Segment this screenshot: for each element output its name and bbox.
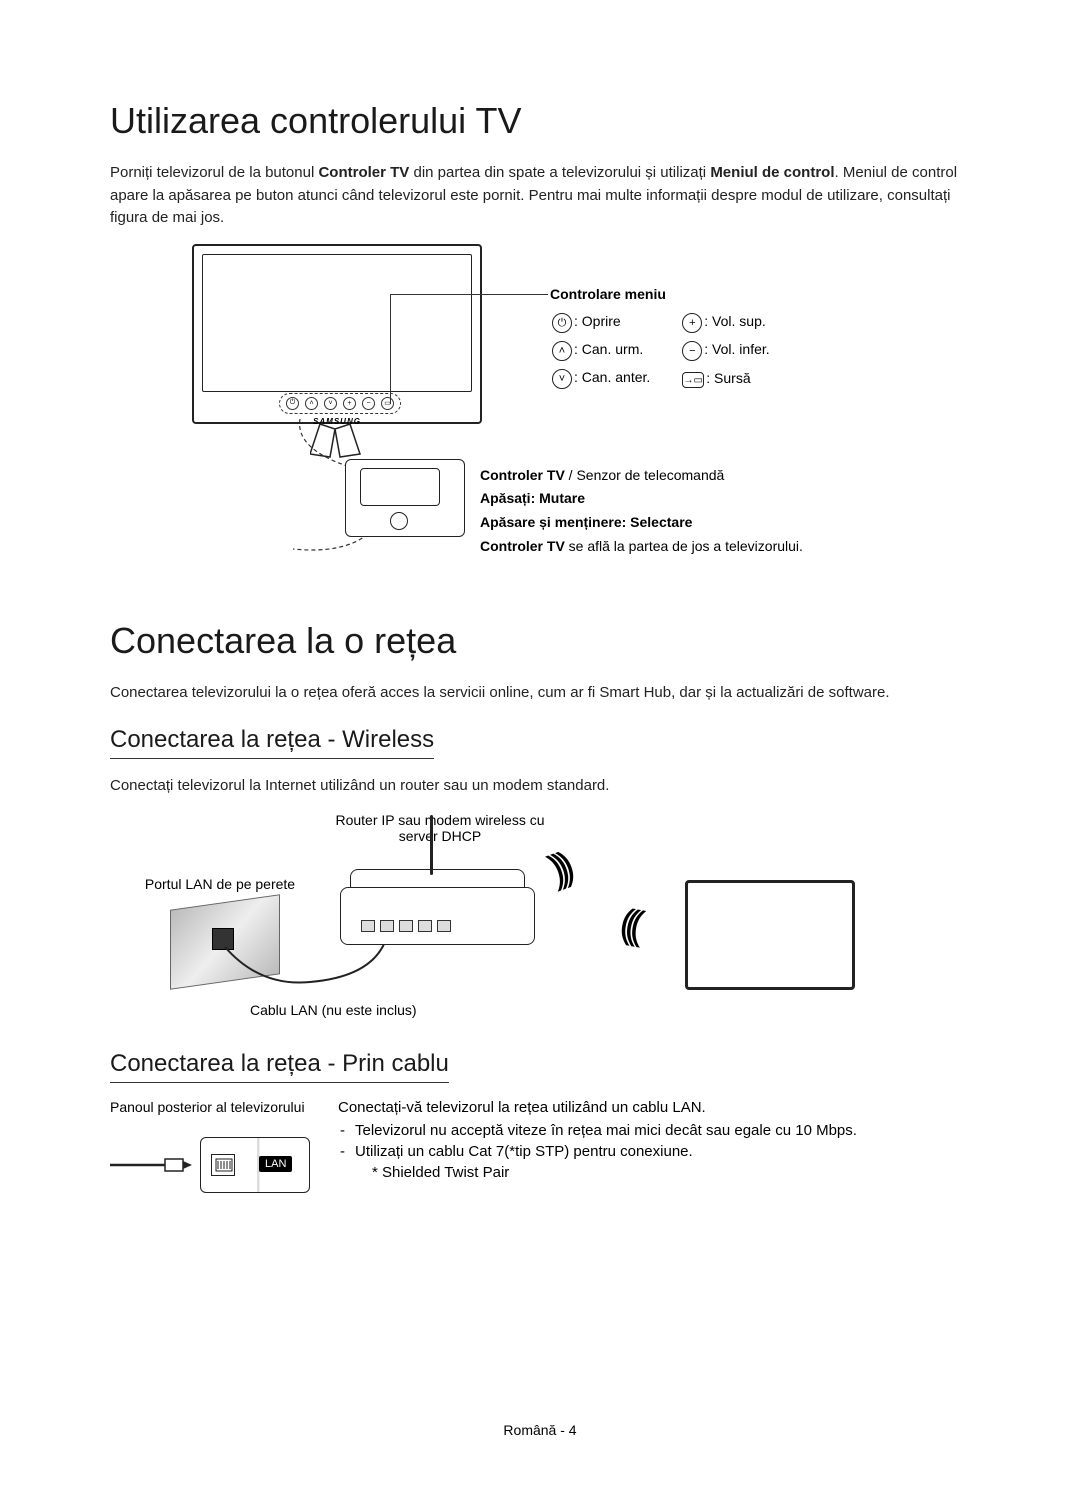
- chevron-up-icon: ˄: [552, 341, 572, 361]
- dashed-connector: [293, 534, 373, 564]
- text: Porniți televizorul de la butonul: [110, 164, 318, 181]
- section2-paragraph: Conectarea televizorului la o rețea ofer…: [110, 682, 970, 705]
- bold-text: Controler TV: [480, 538, 565, 554]
- icon-label: : Sursă: [706, 370, 750, 386]
- bold-text: Controler TV: [480, 467, 565, 483]
- port-icon: [437, 920, 451, 932]
- tv-diagram: ⏻ ˄ ˅ + − ▭ SAMSUNG Controlare meniu ⏻: …: [110, 244, 970, 564]
- router-body: [340, 887, 535, 945]
- menu-icons-table: ⏻: Oprire +: Vol. sup. ˄: Can. urm. −: V…: [550, 308, 778, 395]
- panel-label: Panoul posterior al televizorului: [110, 1099, 320, 1115]
- icon-label: : Can. urm.: [574, 341, 643, 357]
- port-icon: [380, 920, 394, 932]
- bold-text: Meniul de control: [710, 164, 834, 181]
- router: [340, 887, 535, 945]
- section1-paragraph: Porniți televizorul de la butonul Contro…: [110, 162, 970, 230]
- tv-screen: [202, 254, 472, 392]
- lan-diagram: LAN: [110, 1125, 320, 1215]
- port-icon: [399, 920, 413, 932]
- icon-label: : Can. anter.: [574, 369, 650, 385]
- text: din partea din spate a televizorului și …: [409, 164, 710, 181]
- icon-label: : Oprire: [574, 313, 621, 329]
- plus-icon: +: [682, 313, 702, 333]
- joystick-icon: [390, 512, 408, 530]
- antenna-icon: [430, 815, 433, 875]
- mini-down-icon: ˅: [324, 397, 337, 410]
- lan-text-label: LAN: [259, 1156, 292, 1172]
- wired-list: Televizorul nu acceptă viteze în rețea m…: [338, 1122, 857, 1160]
- wireless-diagram: Router IP sau modem wireless cu server D…: [110, 812, 970, 1032]
- source-icon: →▭: [682, 372, 704, 388]
- mini-up-icon: ˄: [305, 397, 318, 410]
- port-label: Portul LAN de pe perete: [120, 876, 320, 892]
- page-footer: Română - 4: [0, 1422, 1080, 1438]
- lan-cable: [220, 942, 400, 992]
- wifi-waves-icon: ))): [543, 845, 573, 893]
- cable-label: Cablu LAN (nu este inclus): [250, 1002, 417, 1018]
- menu-title: Controlare meniu: [550, 286, 666, 302]
- section1-heading: Utilizarea controlerului TV: [110, 100, 970, 142]
- connector-line: [390, 294, 391, 404]
- list-item: Utilizați un cablu Cat 7(*tip STP) pentr…: [356, 1143, 857, 1160]
- wireless-paragraph: Conectați televizorul la Internet utiliz…: [110, 775, 970, 798]
- footnote: * Shielded Twist Pair: [338, 1164, 857, 1181]
- text: Apăsare și menținere: Selectare: [480, 511, 803, 535]
- icon-label: : Vol. sup.: [704, 313, 765, 329]
- router-ports: [361, 920, 451, 932]
- port-icon: [361, 920, 375, 932]
- port-icon: [418, 920, 432, 932]
- text: Router IP sau modem wireless cu: [330, 812, 550, 828]
- connector-line: [390, 294, 548, 295]
- text: server DHCP: [330, 828, 550, 844]
- text: Conectați-vă televizorul la rețea utiliz…: [338, 1099, 857, 1116]
- mini-source-icon: ▭: [381, 397, 394, 410]
- text: se află la partea de jos a televizorului…: [565, 538, 803, 554]
- controller-window: [360, 468, 440, 506]
- bold-text: Controler TV: [318, 164, 409, 181]
- controller-text: Controler TV / Senzor de telecomandă Apă…: [480, 464, 803, 559]
- lan-cable-plug: [110, 1155, 210, 1175]
- section2-heading: Conectarea la o rețea: [110, 620, 970, 662]
- power-icon: ⏻: [552, 313, 572, 333]
- text: / Senzor de telecomandă: [565, 467, 725, 483]
- wired-text-block: Conectați-vă televizorul la rețea utiliz…: [338, 1099, 857, 1181]
- button-row: ⏻ ˄ ˅ + − ▭: [279, 393, 401, 414]
- text: Apăsați: Mutare: [480, 487, 803, 511]
- wifi-waves-icon: (((: [616, 900, 640, 947]
- tv-frame: ⏻ ˄ ˅ + − ▭ SAMSUNG: [192, 244, 482, 424]
- chevron-down-icon: ˅: [552, 369, 572, 389]
- minus-icon: −: [682, 341, 702, 361]
- mini-plus-icon: +: [343, 397, 356, 410]
- wired-heading: Conectarea la rețea - Prin cablu: [110, 1050, 449, 1083]
- lan-port-icon: [211, 1154, 235, 1176]
- icon-label: : Vol. infer.: [704, 341, 769, 357]
- tv-small: [685, 880, 855, 990]
- mini-power-icon: ⏻: [286, 397, 299, 410]
- router-label: Router IP sau modem wireless cu server D…: [330, 812, 550, 844]
- panel-box: LAN: [200, 1137, 310, 1193]
- mini-minus-icon: −: [362, 397, 375, 410]
- wireless-heading: Conectarea la rețea - Wireless: [110, 726, 434, 759]
- controller-closeup: [345, 459, 465, 537]
- list-item: Televizorul nu acceptă viteze în rețea m…: [356, 1122, 857, 1139]
